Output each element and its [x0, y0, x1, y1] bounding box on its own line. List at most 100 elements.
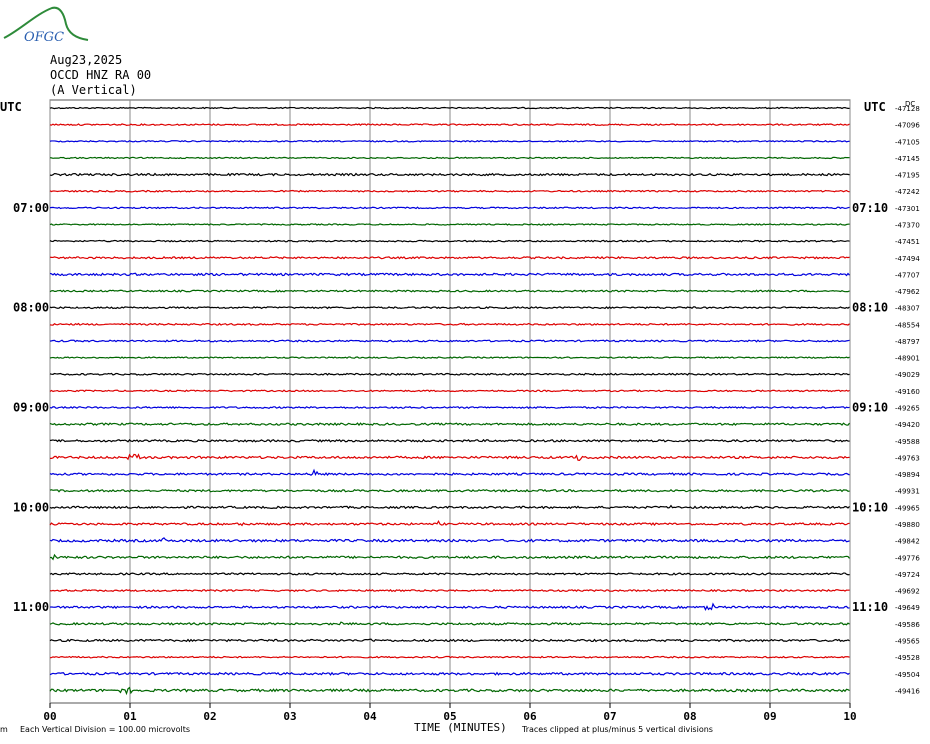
dc-offset-label: -49504 [895, 671, 920, 679]
dc-offset-label: -49965 [895, 504, 920, 512]
dc-offset-label: -48901 [895, 355, 920, 363]
logo-text: OFGC [24, 30, 64, 45]
trace-line [49, 156, 850, 160]
dc-offset-label: -47301 [895, 205, 920, 213]
dc-offset-label: -47370 [895, 221, 920, 229]
dc-offset-label: -47145 [895, 155, 920, 163]
trace-line [49, 504, 850, 510]
left-time-label: 11:00 [13, 600, 49, 614]
dc-offset-label: -49724 [895, 571, 920, 579]
trace-line [49, 123, 850, 127]
trace-line [49, 671, 850, 676]
clip-note: Traces clipped at plus/minus 5 vertical … [522, 725, 713, 734]
dc-offset-label: -47707 [895, 271, 920, 279]
trace-line [49, 588, 850, 593]
trace-line [49, 223, 850, 226]
dc-offset-label: -49776 [895, 554, 920, 562]
division-note: Each Vertical Division = 100.00 microvol… [20, 725, 191, 734]
left-time-label: 10:00 [13, 500, 49, 514]
trace-line [49, 356, 850, 359]
x-tick-label: 10 [843, 710, 856, 723]
dc-offset-label: -49586 [895, 621, 920, 629]
trace-line [49, 422, 850, 427]
trace-line [49, 139, 850, 143]
header-station: OCCD HNZ RA 00 [50, 68, 152, 82]
x-tick-label: 06 [523, 710, 537, 723]
trace-line [49, 572, 850, 576]
dc-offset-label: -49528 [895, 654, 920, 662]
corner-mark: m [0, 725, 8, 734]
x-tick-label: 00 [43, 710, 56, 723]
dc-offset-label: -49894 [895, 471, 920, 479]
trace-line [49, 453, 850, 462]
header-component: (A Vertical) [50, 83, 137, 97]
trace-line [49, 621, 850, 626]
dc-offset-label: -49842 [895, 538, 920, 546]
trace-line [49, 602, 850, 611]
trace-line [49, 537, 850, 543]
trace-line [49, 106, 850, 110]
trace-line [49, 239, 850, 243]
dc-offset-label: -49692 [895, 588, 920, 596]
dc-offset-label: -49265 [895, 405, 920, 413]
dc-offset-label: -49029 [895, 371, 920, 379]
dc-offset-label: -47096 [895, 122, 920, 130]
logo: OFGC [3, 6, 89, 45]
dc-offset-label: -47451 [895, 238, 920, 246]
trace-line [49, 372, 850, 376]
dc-offset-label: -49160 [895, 388, 920, 396]
dc-offset-label: -49420 [895, 421, 920, 429]
trace-line [49, 468, 850, 477]
dc-offset-label: -49588 [895, 438, 920, 446]
left-time-label: 09:00 [13, 401, 49, 415]
trace-line [49, 306, 850, 310]
dc-offset-label: -49565 [895, 637, 920, 645]
x-tick-label: 01 [123, 710, 137, 723]
trace-line [49, 206, 850, 210]
x-axis-title: TIME (MINUTES) [414, 721, 507, 734]
left-time-label: 07:00 [13, 201, 49, 215]
dc-offset-label: -47494 [895, 255, 920, 263]
trace-line [49, 255, 850, 260]
right-time-label: 08:10 [852, 301, 888, 315]
trace-line [49, 519, 850, 527]
trace-line [49, 405, 850, 410]
dc-offset-label: -47128 [895, 105, 920, 113]
right-time-label: 11:10 [852, 600, 888, 614]
trace-line [49, 638, 850, 643]
right-axis-title: UTC [864, 100, 886, 114]
right-time-label: 07:10 [852, 201, 888, 215]
trace-line [49, 686, 850, 696]
left-axis-title: UTC [0, 100, 22, 114]
dc-offset-label: -47962 [895, 288, 920, 296]
trace-line [49, 488, 850, 493]
dc-offset-label: -48307 [895, 305, 920, 313]
dc-offset-label: -47242 [895, 188, 920, 196]
dc-offset-label: -49931 [895, 488, 920, 496]
x-tick-label: 02 [203, 710, 216, 723]
x-tick-label: 03 [283, 710, 296, 723]
trace-line [49, 272, 850, 277]
left-time-label: 08:00 [13, 301, 49, 315]
trace-line [49, 655, 850, 659]
dc-offset-label: -49416 [895, 687, 920, 695]
trace-line [49, 438, 850, 443]
x-tick-label: 09 [763, 710, 776, 723]
x-tick-label: 05 [443, 710, 456, 723]
logo-arc [3, 6, 89, 41]
right-top-label: DC [905, 100, 915, 108]
trace-line [49, 289, 850, 293]
trace-line [49, 189, 850, 193]
right-time-label: 10:10 [852, 500, 888, 514]
dc-offset-label: -49649 [895, 604, 920, 612]
right-time-label: 09:10 [852, 401, 888, 415]
trace-line [49, 389, 850, 393]
header-date: Aug23,2025 [50, 53, 123, 67]
x-tick-label: 08 [683, 710, 696, 723]
dc-offset-label: -47105 [895, 138, 920, 146]
dc-offset-label: -48554 [895, 321, 920, 329]
trace-line [49, 339, 850, 343]
dc-offset-label: -48797 [895, 338, 920, 346]
